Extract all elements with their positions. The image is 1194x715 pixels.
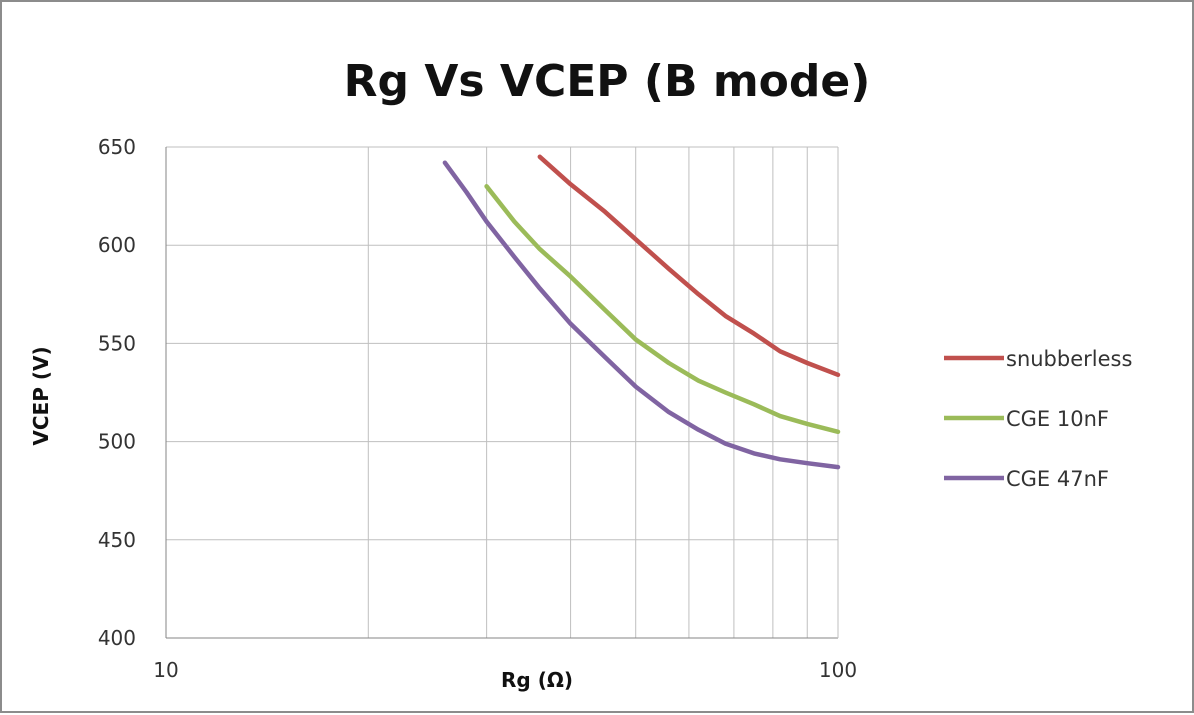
legend-label: CGE 10nF: [1006, 407, 1109, 431]
series-line-cge-10nf: [484, 184, 841, 435]
series-line-cge-47nf: [442, 160, 841, 470]
y-tick-label: 650: [98, 135, 136, 159]
x-tick-label: 100: [819, 658, 857, 682]
series-lines: [442, 154, 841, 470]
y-tick-label: 550: [98, 331, 136, 355]
y-tick-label: 450: [98, 528, 136, 552]
legend-label: snubberless: [1006, 347, 1132, 371]
y-axis-label: VCEP (V): [29, 346, 53, 445]
grid-lines: [166, 146, 838, 639]
x-axis-ticks: 10 100: [153, 658, 857, 682]
legend-label: CGE 47nF: [1006, 467, 1109, 491]
chart-title: Rg Vs VCEP (B mode): [344, 56, 871, 107]
y-tick-label: 600: [98, 233, 136, 257]
plot-area: [165, 147, 839, 639]
y-tick-label: 400: [98, 626, 136, 650]
y-axis-ticks: 400 450 500 550 600 650: [98, 135, 136, 650]
legend: snubberless CGE 10nF CGE 47nF: [944, 347, 1132, 491]
x-tick-label: 10: [153, 658, 178, 682]
y-tick-label: 500: [98, 430, 136, 454]
series-line-snubberless: [537, 154, 841, 378]
x-axis-label: Rg (Ω): [501, 668, 573, 692]
